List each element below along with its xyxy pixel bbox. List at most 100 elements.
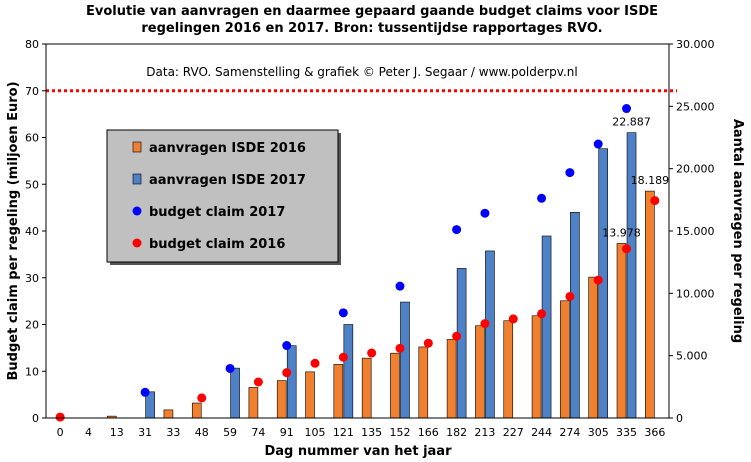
legend-marker-budget-claim-2016 <box>132 238 142 248</box>
point-budget-claim-2017-182 <box>452 225 462 235</box>
legend-marker-aanvragen-isde-2016 <box>132 141 142 153</box>
point-budget-claim-2016-135 <box>367 348 377 358</box>
point-budget-claim-2016-335 <box>622 244 632 254</box>
legend-box <box>106 129 339 263</box>
data-labels-layer: 22.887 18.189 13.978 <box>602 116 669 240</box>
point-budget-claim-2016-48 <box>197 393 207 403</box>
bar-aanvragen-isde-2016-366 <box>645 190 655 419</box>
point-budget-claim-2017-121 <box>338 308 348 318</box>
y-axis-left-title: Budget claim per regeling (miljoen Euro) <box>6 81 21 380</box>
y-right-tick-label: 30.000 <box>676 38 715 51</box>
bar-aanvragen-isde-2016-213 <box>475 325 485 419</box>
x-tick-label: 166 <box>418 426 439 439</box>
y-left-tick-label: 20 <box>25 319 39 332</box>
bar-aanvragen-isde-2016-48 <box>191 402 202 419</box>
y-left-tick-label: 60 <box>25 132 39 145</box>
x-tick-label: 91 <box>280 426 294 439</box>
bar-aanvragen-isde-2017-244 <box>541 235 552 419</box>
dots-layer <box>55 104 660 422</box>
bar-aanvragen-isde-2016-335 <box>616 243 627 419</box>
x-tick-label: 105 <box>305 426 326 439</box>
point-budget-claim-2017-152 <box>395 281 405 291</box>
y-left-tick-label: 10 <box>25 365 39 378</box>
point-budget-claim-2017-335 <box>622 104 632 114</box>
point-budget-claim-2016-305 <box>593 275 603 285</box>
y-left-tick-label: 40 <box>25 225 39 238</box>
point-budget-claim-2016-213 <box>480 319 490 329</box>
bar-aanvragen-isde-2016-274 <box>560 300 570 419</box>
y-right-tick-label: 25.000 <box>676 100 715 113</box>
bar-aanvragen-isde-2017-59 <box>230 367 240 419</box>
chart-title-line2: regelingen 2016 en 2017. Bron: tussentij… <box>141 21 602 36</box>
point-budget-claim-2016-0 <box>55 412 65 422</box>
bar-aanvragen-isde-2016-91 <box>276 380 287 419</box>
x-tick-label: 182 <box>446 426 467 439</box>
x-tick-label: 74 <box>251 426 265 439</box>
legend-marker-aanvragen-isde-2017 <box>132 173 142 185</box>
legend-label-budget-claim-2016: budget claim 2016 <box>149 237 285 252</box>
y-left-tick-label: 0 <box>32 412 39 425</box>
point-budget-claim-2017-91 <box>282 341 292 351</box>
point-budget-claim-2017-244 <box>537 193 547 203</box>
axes-layer: 0102030405060708005.00010.00015.00020.00… <box>25 38 715 439</box>
point-budget-claim-2016-121 <box>338 352 348 362</box>
y-right-tick-label: 0 <box>676 412 683 425</box>
point-budget-claim-2017-274 <box>565 168 575 178</box>
x-tick-label: 274 <box>559 426 580 439</box>
data-label-335-aanvragen-isde-2016: 13.978 <box>602 226 641 239</box>
bar-aanvragen-isde-2017-91 <box>286 345 297 419</box>
y-right-tick-label: 10.000 <box>676 287 715 300</box>
bar-aanvragen-isde-2016-33 <box>163 409 174 419</box>
point-budget-claim-2016-274 <box>565 291 575 301</box>
x-tick-label: 33 <box>166 426 180 439</box>
x-tick-label: 335 <box>616 426 637 439</box>
point-budget-claim-2016-244 <box>537 309 547 319</box>
y-right-tick-label: 15.000 <box>676 225 715 238</box>
y-left-tick-label: 30 <box>25 272 39 285</box>
point-budget-claim-2017-305 <box>593 139 603 149</box>
y-right-tick-label: 5.000 <box>676 350 708 363</box>
chart-title-line1: Evolutie van aanvragen en daarmee gepaar… <box>86 4 658 19</box>
point-budget-claim-2016-91 <box>282 368 292 378</box>
bar-aanvragen-isde-2016-135 <box>361 357 372 419</box>
y-left-tick-label: 80 <box>25 38 39 51</box>
point-budget-claim-2016-166 <box>423 338 433 348</box>
x-tick-label: 121 <box>333 426 354 439</box>
bar-aanvragen-isde-2016-227 <box>503 320 514 419</box>
x-tick-label: 59 <box>223 426 237 439</box>
point-budget-claim-2016-366 <box>650 196 660 206</box>
x-tick-label: 366 <box>644 426 665 439</box>
bar-aanvragen-isde-2016-182 <box>446 339 457 419</box>
x-tick-label: 244 <box>531 426 552 439</box>
point-budget-claim-2016-74 <box>253 377 263 387</box>
legend-label-aanvragen-isde-2016: aanvragen ISDE 2016 <box>149 141 306 156</box>
point-budget-claim-2017-59 <box>225 363 235 373</box>
bar-aanvragen-isde-2017-121 <box>343 324 354 419</box>
point-budget-claim-2016-105 <box>310 358 320 368</box>
y-left-tick-label: 70 <box>25 85 39 98</box>
bar-aanvragen-isde-2016-152 <box>390 352 400 419</box>
point-budget-claim-2016-182 <box>452 331 462 341</box>
y-axis-right-title: Aantal aanvragen per regeling <box>730 119 745 343</box>
x-tick-label: 4 <box>85 426 92 439</box>
x-tick-label: 0 <box>57 426 64 439</box>
data-label-335-aanvragen-isde-2017: 22.887 <box>612 116 651 129</box>
x-tick-label: 31 <box>138 426 152 439</box>
bar-aanvragen-isde-2016-166 <box>418 346 429 419</box>
x-tick-label: 227 <box>503 426 524 439</box>
chart-credit: Data: RVO. Samenstelling & grafiek © Pet… <box>146 65 577 79</box>
bar-aanvragen-isde-2017-182 <box>456 268 467 419</box>
legend-marker-budget-claim-2017 <box>132 206 142 216</box>
point-budget-claim-2016-152 <box>395 343 405 353</box>
x-tick-label: 13 <box>110 426 124 439</box>
bar-aanvragen-isde-2016-105 <box>305 371 315 419</box>
point-budget-claim-2017-31 <box>140 387 150 397</box>
x-tick-label: 152 <box>389 426 410 439</box>
x-tick-label: 305 <box>588 426 609 439</box>
point-budget-claim-2017-213 <box>480 208 490 218</box>
x-tick-label: 135 <box>361 426 382 439</box>
x-tick-label: 213 <box>474 426 495 439</box>
bar-aanvragen-isde-2016-244 <box>531 315 542 419</box>
y-left-tick-label: 50 <box>25 178 39 191</box>
